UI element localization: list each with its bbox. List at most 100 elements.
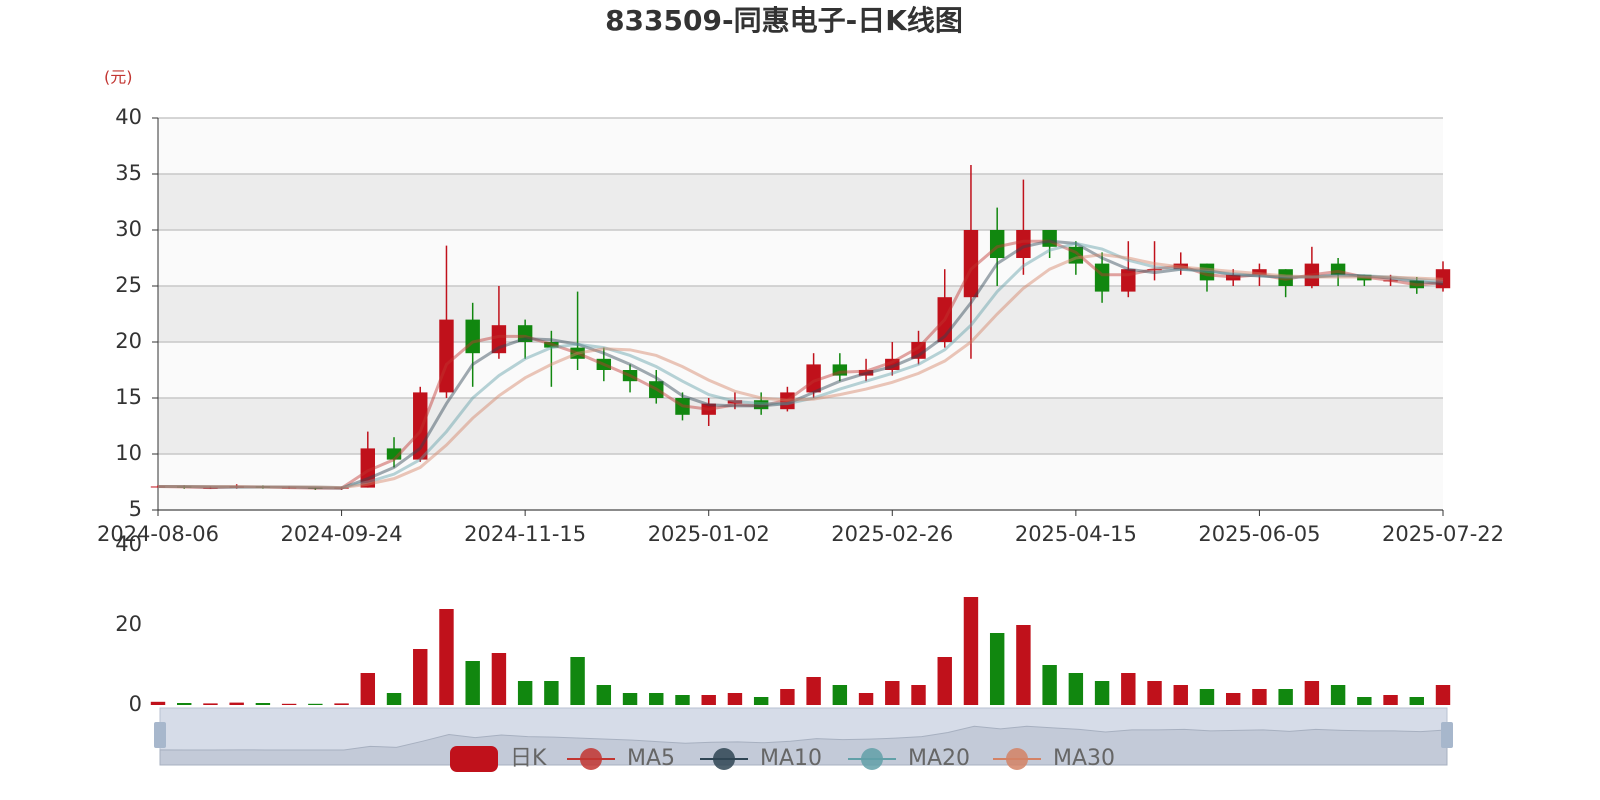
candle-body [229, 486, 244, 488]
legend-label: MA30 [1053, 746, 1115, 771]
volume-bar [858, 693, 874, 705]
legend-icon [580, 748, 602, 770]
candle-body [1173, 263, 1188, 270]
x-tick-label: 2025-01-02 [648, 522, 770, 546]
volume-bar [1042, 665, 1057, 705]
candle-body [544, 342, 559, 348]
zoom-handle[interactable] [154, 722, 166, 748]
candle-body [701, 403, 716, 415]
y-tick-label: 20 [115, 329, 142, 353]
candle-body [1252, 269, 1267, 275]
candle-body [570, 347, 585, 359]
volume-bar [308, 703, 323, 705]
volume-bar [1330, 685, 1346, 705]
candle-body [806, 364, 821, 393]
volume-bar [360, 673, 376, 705]
candle-body [386, 448, 402, 460]
candle-body [465, 319, 480, 354]
candle-body [1278, 269, 1293, 286]
x-tick-label: 2025-04-15 [1015, 522, 1137, 546]
volume-tick-label: 40 [115, 532, 142, 556]
candle-body [622, 370, 638, 382]
volume-bar [1383, 695, 1398, 705]
candle-body [281, 487, 297, 489]
candle-body [1435, 269, 1451, 289]
x-tick-label: 2025-07-22 [1382, 522, 1504, 546]
volume-bar [1357, 697, 1372, 705]
legend-label: MA10 [760, 746, 822, 771]
volume-bar [989, 633, 1005, 705]
legend-label: 日K [510, 746, 547, 771]
volume-bar [937, 657, 952, 705]
volume-tick-label: 0 [129, 692, 142, 716]
volume-bar [1147, 681, 1162, 705]
candle-body [150, 486, 166, 488]
volume-bar [1409, 697, 1424, 705]
volume-bar [491, 653, 507, 705]
y-tick-label: 5 [129, 497, 142, 521]
legend-label: MA5 [627, 746, 675, 771]
volume-bar [255, 703, 271, 705]
candle-body [1147, 269, 1162, 271]
volume-bar [177, 703, 192, 705]
volume-bar [649, 693, 664, 705]
candle-body [1225, 274, 1241, 281]
candle-body [727, 400, 743, 404]
volume-bar [727, 693, 743, 705]
volume-bar [439, 609, 454, 705]
candle-body [517, 325, 533, 342]
candle-body [753, 400, 769, 410]
x-tick-label: 2025-02-26 [831, 522, 953, 546]
candle-body [1121, 269, 1136, 292]
grid-band [158, 286, 1443, 342]
grid-band [158, 398, 1443, 454]
volume-bar [780, 689, 795, 705]
volume-bar [1199, 689, 1215, 705]
candle-body [1357, 274, 1372, 281]
volume-bar [675, 695, 690, 705]
legend-icon [450, 746, 498, 772]
candle-body [675, 398, 690, 415]
grid-band [158, 342, 1443, 398]
candle-body [1068, 246, 1084, 264]
volume-bar [570, 657, 585, 705]
legend-label: MA20 [908, 746, 970, 771]
legend-icon [861, 748, 883, 770]
volume-bar [413, 649, 428, 705]
x-tick-label: 2024-09-24 [281, 522, 403, 546]
candle-body [1330, 263, 1346, 275]
ma-line [157, 239, 1444, 490]
zoom-handle[interactable] [1441, 722, 1453, 748]
candle-body [780, 392, 795, 410]
candle-body [885, 358, 900, 370]
volume-bar [885, 681, 900, 705]
candle-body [491, 325, 507, 354]
volume-bar [832, 685, 848, 705]
volume-bar [281, 703, 297, 705]
volume-bar [517, 681, 533, 705]
candle-body [1199, 263, 1215, 281]
y-tick-label: 10 [115, 441, 142, 465]
candle-body [911, 342, 926, 359]
y-tick-label: 25 [115, 273, 142, 297]
candle-body [649, 381, 664, 398]
volume-bar [1016, 625, 1031, 705]
volume-bar [701, 695, 716, 705]
candle-body [177, 486, 192, 488]
chart-title: 833509-同惠电子-日K线图 [605, 4, 963, 37]
candle-body [937, 297, 952, 342]
volume-bar [806, 677, 821, 705]
ma-line [158, 241, 1444, 490]
volume-bar [622, 693, 638, 705]
volume-bar [150, 701, 166, 705]
grid-band [158, 230, 1443, 286]
volume-tick-label: 20 [115, 612, 142, 636]
volume-bar [1225, 693, 1241, 705]
volume-bar [1278, 689, 1293, 705]
candle-body [1016, 230, 1031, 258]
volume-bar [1121, 673, 1136, 705]
x-tick-label: 2024-11-15 [464, 522, 586, 546]
y-tick-label: 15 [115, 385, 142, 409]
volume-bar [596, 685, 612, 705]
